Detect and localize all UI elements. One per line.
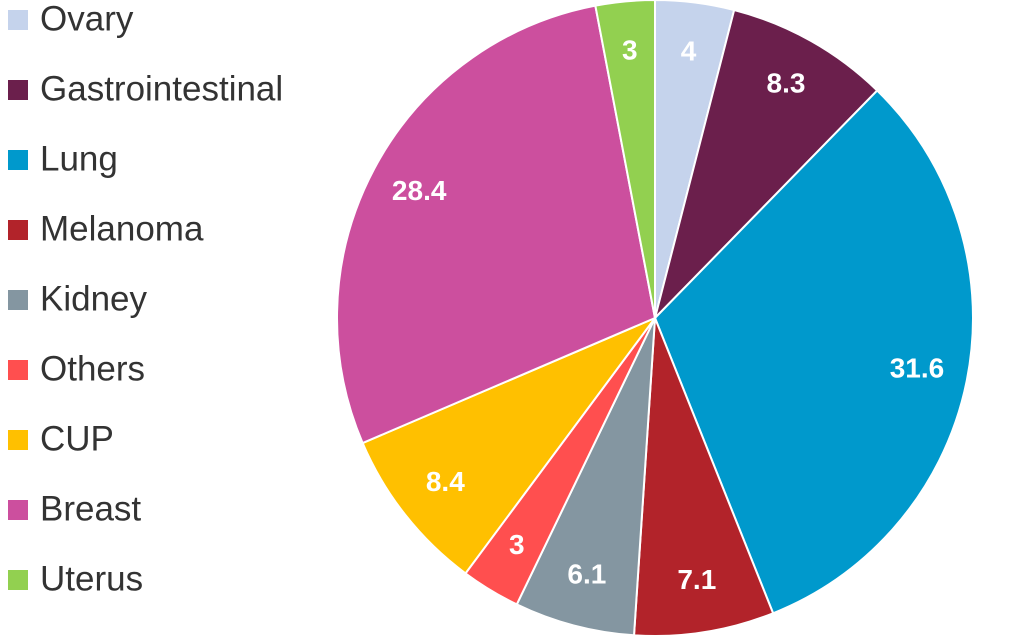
- legend-swatch: [8, 500, 28, 520]
- value-label: 4: [681, 35, 697, 66]
- value-label: 28.4: [392, 175, 447, 206]
- legend-swatch: [8, 290, 28, 310]
- legend-label: Ovary: [40, 0, 134, 38]
- pie-slice: [594, 0, 656, 319]
- legend-label: Uterus: [40, 559, 143, 598]
- legend-swatch: [8, 570, 28, 590]
- legend-swatch: [8, 150, 28, 170]
- value-label: 31.6: [890, 353, 945, 384]
- legend-label: Breast: [40, 489, 141, 528]
- legend-label: Lung: [40, 139, 118, 178]
- value-label: 8.4: [426, 466, 465, 497]
- legend-swatch: [8, 80, 28, 100]
- pie-slice: [653, 8, 879, 322]
- legend-swatch: [8, 10, 28, 30]
- legend-label: Gastrointestinal: [40, 69, 283, 108]
- legend-swatch: [8, 430, 28, 450]
- value-label: 7.1: [677, 564, 716, 595]
- legend-label: Melanoma: [40, 209, 204, 248]
- legend-label: Kidney: [40, 279, 148, 318]
- value-label: 3: [509, 529, 525, 560]
- value-label: 6.1: [567, 559, 606, 590]
- pie-slice: [632, 317, 775, 637]
- legend-swatch: [8, 360, 28, 380]
- legend-swatch: [8, 220, 28, 240]
- pie-slice: [361, 315, 659, 575]
- pie-slice: [515, 317, 656, 637]
- value-label: 3: [622, 34, 638, 65]
- pie-slice: [653, 89, 974, 615]
- legend-label: CUP: [40, 419, 114, 458]
- legend-label: Others: [40, 349, 145, 388]
- pie-slice: [336, 4, 657, 445]
- value-label: 8.3: [767, 68, 806, 99]
